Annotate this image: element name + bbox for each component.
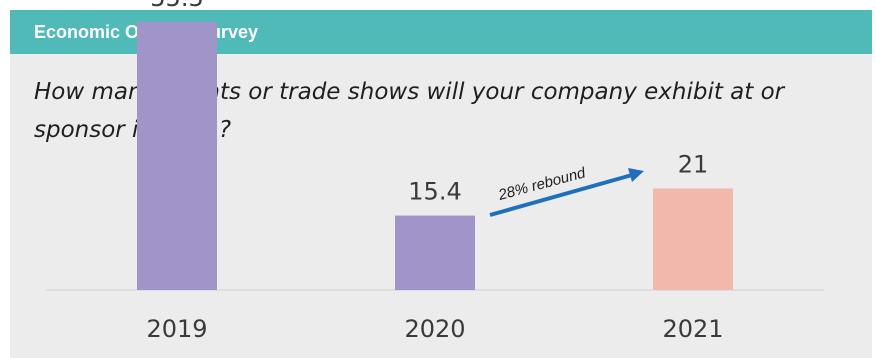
rebound-arrow <box>489 173 633 217</box>
tick-label-2021: 2021 <box>662 315 723 343</box>
arrow-head-icon <box>628 168 644 182</box>
rebound-label: 28% rebound <box>496 164 588 204</box>
value-label-2020: 15.4 <box>408 178 461 206</box>
bar-2019 <box>137 21 217 290</box>
value-label-2019: 55.5 <box>150 0 203 12</box>
value-label-2021: 21 <box>678 151 709 179</box>
bar-2021 <box>653 188 733 290</box>
rebound-annotation: 28% rebound <box>489 164 644 217</box>
bar-2020 <box>395 215 475 290</box>
tick-label-2019: 2019 <box>146 315 207 343</box>
tick-label-2020: 2020 <box>404 315 465 343</box>
